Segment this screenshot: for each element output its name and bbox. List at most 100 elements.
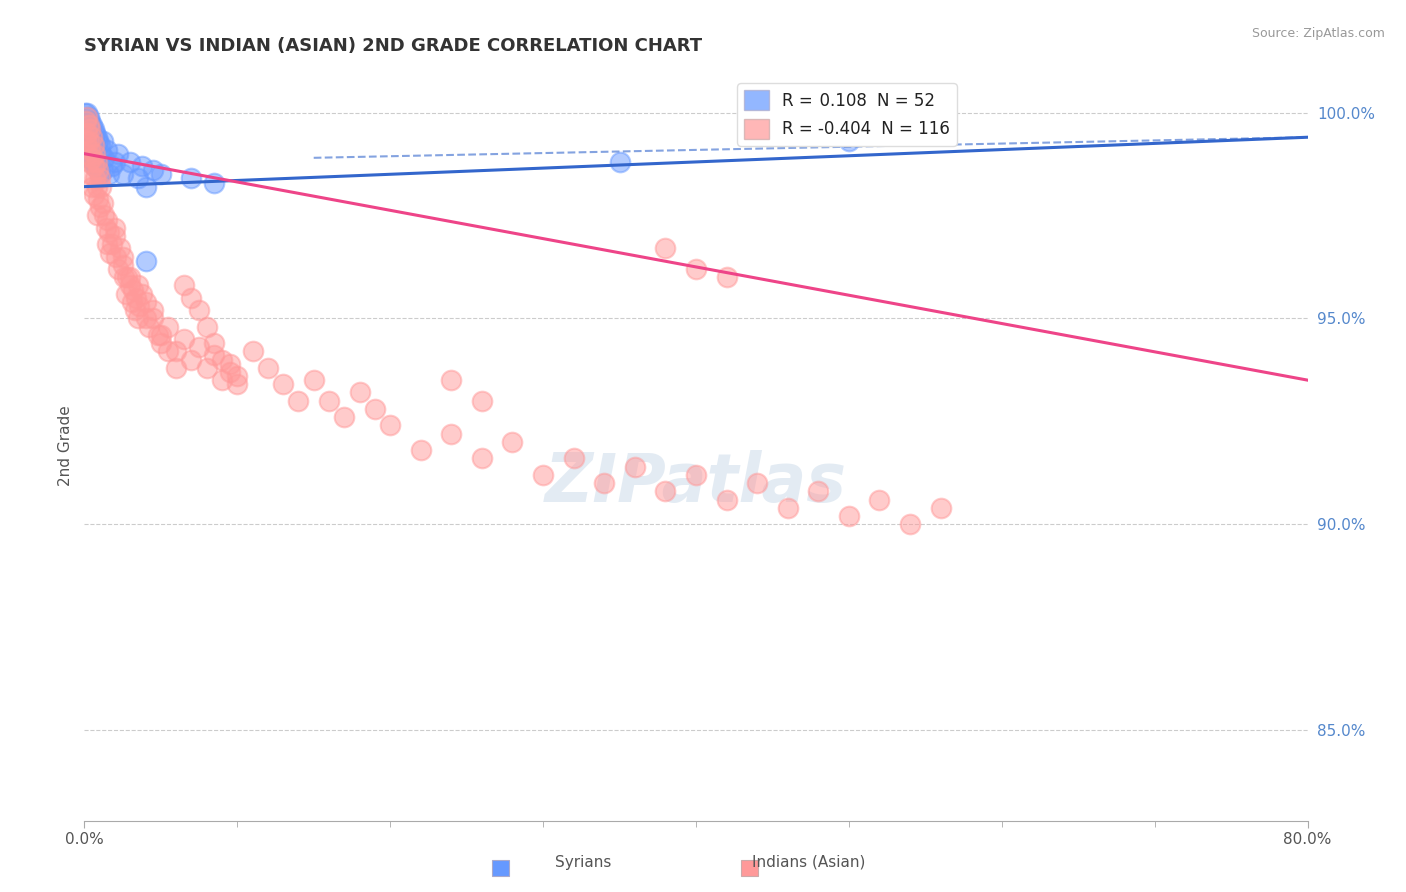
Point: [121, 294, 143, 309]
Point: [149, 327, 172, 342]
Point: [98, 245, 121, 260]
Point: [83, 159, 105, 173]
Point: [125, 291, 148, 305]
Point: [218, 357, 240, 371]
Point: [79, 113, 101, 128]
Point: [83, 134, 105, 148]
Point: [188, 340, 211, 354]
Point: [531, 467, 554, 482]
Point: [86, 151, 108, 165]
Point: [80, 151, 103, 165]
Point: [76, 146, 98, 161]
Point: [79, 122, 101, 136]
Point: [120, 278, 142, 293]
Point: [195, 360, 218, 375]
Point: [685, 262, 707, 277]
Point: [86, 209, 108, 223]
Point: [107, 146, 129, 161]
Point: [364, 401, 387, 416]
Point: [173, 278, 195, 293]
Point: [349, 385, 371, 400]
Point: [90, 179, 112, 194]
Point: [76, 126, 98, 140]
Point: [120, 155, 142, 169]
Point: [149, 336, 172, 351]
Point: [124, 303, 146, 318]
Point: [77, 134, 100, 148]
Point: [75, 134, 97, 148]
Point: [146, 327, 169, 342]
Point: [195, 319, 218, 334]
Point: [142, 303, 165, 318]
Point: [180, 352, 202, 367]
Point: [108, 241, 131, 255]
Point: [380, 418, 402, 433]
Point: [91, 196, 114, 211]
Point: [173, 332, 195, 346]
Point: [898, 517, 921, 532]
Point: [302, 373, 325, 387]
Point: [79, 122, 101, 136]
Point: [776, 500, 799, 515]
Point: [654, 484, 676, 499]
Point: [77, 155, 100, 169]
Point: [624, 459, 647, 474]
Point: [96, 143, 118, 157]
Text: Indians (Asian): Indians (Asian): [752, 855, 865, 870]
Point: [96, 237, 118, 252]
Point: [79, 167, 101, 181]
Point: [80, 130, 103, 145]
Point: [80, 146, 103, 161]
Point: [128, 299, 150, 313]
Point: [165, 360, 187, 375]
Point: [105, 250, 128, 264]
Point: [135, 294, 157, 309]
Point: [75, 113, 97, 128]
Point: [84, 159, 107, 173]
Y-axis label: 2nd Grade: 2nd Grade: [58, 406, 73, 486]
Point: [202, 336, 225, 351]
Point: [89, 167, 111, 181]
Text: SYRIAN VS INDIAN (ASIAN) 2ND GRADE CORRELATION CHART: SYRIAN VS INDIAN (ASIAN) 2ND GRADE CORRE…: [84, 37, 703, 54]
Point: [79, 143, 101, 157]
Point: [226, 377, 249, 392]
Point: [202, 176, 225, 190]
Point: [409, 443, 432, 458]
Point: [77, 110, 100, 124]
Point: [142, 311, 165, 326]
Point: [91, 134, 114, 148]
Point: [127, 171, 149, 186]
Point: [76, 113, 98, 128]
Point: [79, 134, 101, 148]
Point: [111, 250, 134, 264]
Point: [471, 451, 494, 466]
Point: [87, 159, 110, 173]
Point: [89, 200, 111, 214]
Point: [211, 352, 233, 367]
Point: [562, 451, 585, 466]
Point: [87, 163, 110, 178]
Legend: R =  0.108   N = 52, R = -0.404   N = 116: R = 0.108 N = 52, R = -0.404 N = 116: [737, 84, 956, 145]
Point: [101, 237, 124, 252]
Point: [471, 393, 494, 408]
Point: [91, 163, 114, 178]
Point: [188, 303, 211, 318]
Point: [76, 126, 98, 140]
Point: [77, 130, 100, 145]
Point: [84, 126, 107, 140]
Point: [96, 212, 118, 227]
Point: [89, 138, 111, 153]
Point: [77, 118, 100, 132]
Text: ZIPatlas: ZIPatlas: [546, 450, 846, 516]
Point: [86, 179, 108, 194]
Point: [75, 113, 97, 128]
Point: [111, 167, 134, 181]
Point: [135, 179, 157, 194]
Point: [747, 476, 769, 491]
Point: [654, 241, 676, 255]
Point: [502, 434, 524, 449]
Point: [111, 258, 134, 272]
Point: [127, 278, 149, 293]
Point: [142, 163, 165, 178]
Point: [80, 130, 103, 145]
